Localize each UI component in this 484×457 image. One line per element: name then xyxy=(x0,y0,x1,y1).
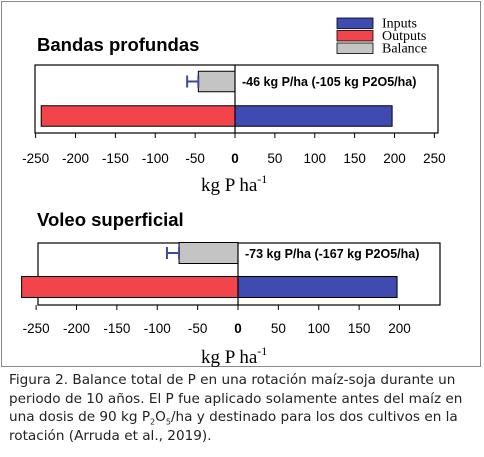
bar-inputs xyxy=(234,105,393,127)
balance-annotation: -46 kg P/ha (-105 kg P2O5/ha) xyxy=(242,75,416,89)
caption-line: rotación (Arruda et al., 2019). xyxy=(9,427,212,444)
caption-subscript: 5 xyxy=(165,417,171,427)
x-tick-label: 50 xyxy=(267,151,282,166)
bar-outputs xyxy=(21,276,239,298)
x-tick-label: -100 xyxy=(142,151,169,166)
balance-annotation: -73 kg P/ha (-167 kg P2O5/ha) xyxy=(245,247,419,261)
x-tick-label: 0 xyxy=(234,321,242,336)
x-tick-label: -250 xyxy=(22,151,49,166)
legend-swatch-balance xyxy=(336,42,374,54)
caption-text: O xyxy=(155,409,166,425)
x-tick-label: 250 xyxy=(423,151,446,166)
bar-outputs xyxy=(40,105,236,127)
panel-title: Bandas profundas xyxy=(37,34,199,55)
x-tick-label: 150 xyxy=(343,151,366,166)
figure-caption: Figura 2. Balance total de P en una rota… xyxy=(9,371,479,445)
x-tick-label: 100 xyxy=(307,321,330,336)
figure-frame xyxy=(1,1,481,367)
x-tick-label: -100 xyxy=(144,321,171,336)
legend-swatch-inputs xyxy=(336,17,374,29)
x-tick-label: -200 xyxy=(62,151,89,166)
legend-label-inputs: Inputs xyxy=(382,17,417,32)
chart-panel-voleo-superficial: Voleo superficial -73 kg P/ha (-167 kg P2… xyxy=(21,209,441,368)
legend-label-balance: Balance xyxy=(382,42,427,57)
legend-swatch-outputs xyxy=(336,30,374,42)
x-tick-label: -50 xyxy=(185,151,205,166)
bar-inputs xyxy=(237,276,398,298)
x-tick-label: -50 xyxy=(188,321,208,336)
x-axis-title: kg P ha-1 xyxy=(201,172,267,196)
caption-line: Figura 2. Balance total de P en una rota… xyxy=(9,372,456,388)
legend-label-outputs: Outputs xyxy=(382,29,426,44)
x-tick-label: 200 xyxy=(388,321,411,336)
bar-balance xyxy=(197,70,236,93)
error-bar-balance xyxy=(186,75,200,88)
x-axis-title: kg P ha-1 xyxy=(201,344,267,368)
caption-line: una dosis de 90 kg P2O5/ha y destinado p… xyxy=(9,408,479,427)
caption-text: /ha y destinado para los dos cultivos en… xyxy=(170,409,458,425)
x-tick-label: 100 xyxy=(303,151,326,166)
x-tick-label: -200 xyxy=(63,321,90,336)
chart-panel-bandas-profundas: Bandas profundas -46 kg P/ha (-105 kg P2O… xyxy=(22,34,446,196)
x-tick-label: 0 xyxy=(231,151,239,166)
x-tick-label: -250 xyxy=(23,321,50,336)
caption-text: una dosis de 90 kg P xyxy=(9,409,151,425)
panel-title: Voleo superficial xyxy=(37,209,184,230)
caption-subscript: 2 xyxy=(150,417,156,427)
x-tick-label: 150 xyxy=(348,321,371,336)
x-tick-label: -150 xyxy=(103,321,130,336)
x-tick-label: 50 xyxy=(271,321,286,336)
error-bar-balance xyxy=(165,247,181,259)
x-tick-label: 200 xyxy=(383,151,406,166)
caption-line: periodo de 10 años. El P fue aplicado so… xyxy=(9,390,463,407)
x-tick-label: -150 xyxy=(102,151,129,166)
bar-balance xyxy=(178,242,239,264)
